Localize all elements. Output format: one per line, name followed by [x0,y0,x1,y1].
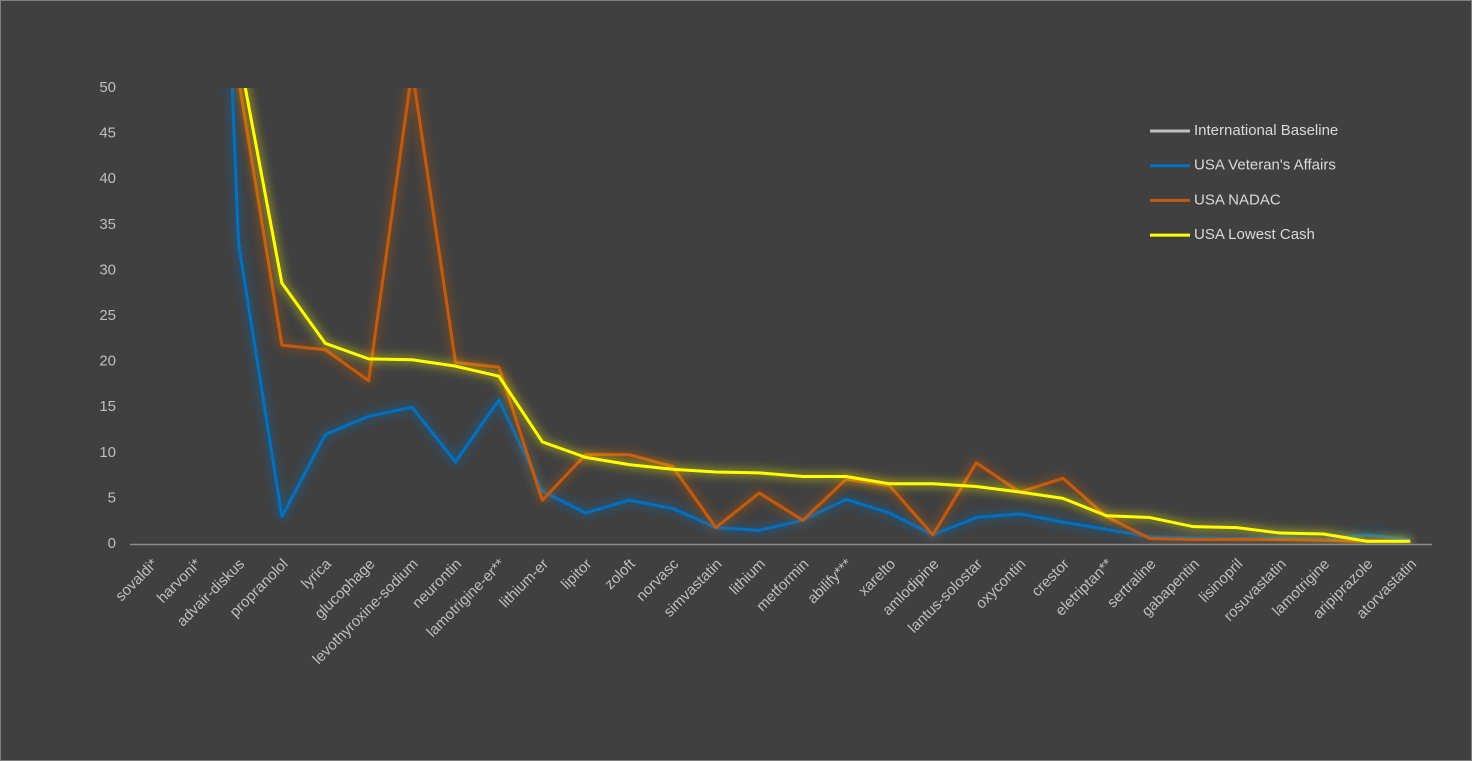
y-tick-label: 10 [99,444,116,461]
y-tick-label: 0 [108,535,116,552]
series-line [238,88,1411,543]
y-tick-label: 25 [99,307,116,324]
series-line [243,88,1411,543]
y-tick-label: 40 [99,170,116,187]
y-tick-label: 35 [99,216,116,233]
y-tick-label: 30 [99,261,116,278]
series-line [230,88,1411,541]
legend-label: USA Lowest Cash [1194,226,1315,243]
y-tick-label: 20 [99,353,116,370]
y-tick-label: 50 [99,79,116,96]
y-tick-label: 5 [108,489,116,506]
legend-label: International Baseline [1194,122,1338,139]
y-tick-label: 45 [99,125,116,142]
y-tick-label: 15 [99,398,116,415]
legend-label: USA Veteran's Affairs [1194,157,1336,174]
plot-area [151,88,1411,543]
legend-label: USA NADAC [1194,191,1281,208]
